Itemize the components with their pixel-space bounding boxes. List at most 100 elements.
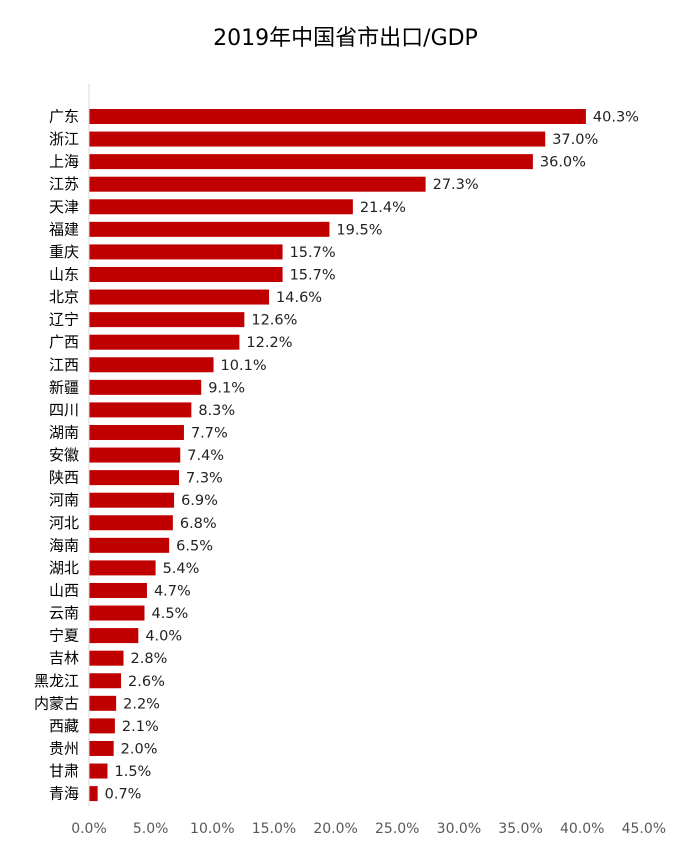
category-labels: 广东浙江上海江苏天津福建重庆山东北京辽宁广西江西新疆四川湖南安徽陕西河南河北海南… [34, 108, 79, 803]
category-label: 福建 [49, 220, 79, 238]
bar [89, 176, 426, 192]
data-label: 19.5% [336, 222, 382, 238]
data-label: 36.0% [540, 155, 586, 171]
category-label: 山西 [49, 581, 79, 599]
category-label: 浙江 [49, 130, 79, 148]
data-label: 2.0% [121, 741, 158, 757]
category-label: 北京 [49, 288, 79, 306]
bar [89, 266, 283, 282]
category-label: 海南 [49, 536, 79, 554]
value-labels: 40.3%37.0%36.0%27.3%21.4%19.5%15.7%15.7%… [105, 110, 639, 803]
data-label: 4.0% [145, 629, 182, 645]
bar [89, 312, 245, 328]
category-label: 辽宁 [49, 311, 79, 329]
category-label: 西藏 [49, 717, 79, 735]
data-label: 12.2% [246, 335, 292, 351]
data-label: 15.7% [290, 267, 336, 283]
x-tick-label: 40.0% [560, 821, 604, 837]
category-label: 山东 [49, 265, 79, 283]
bar [89, 673, 122, 689]
bar [89, 402, 192, 418]
bar [89, 650, 124, 666]
bar [89, 605, 145, 621]
x-tick-label: 10.0% [190, 821, 234, 837]
bar [89, 109, 586, 124]
bar [89, 786, 98, 802]
category-label: 湖北 [49, 559, 79, 577]
bar [89, 628, 139, 644]
x-tick-label: 30.0% [437, 821, 481, 837]
data-label: 8.3% [198, 403, 235, 419]
category-label: 宁夏 [49, 627, 79, 645]
bar [89, 447, 181, 463]
category-label: 河北 [49, 514, 79, 532]
category-label: 湖南 [49, 423, 79, 441]
data-label: 5.4% [163, 561, 200, 577]
bar [89, 379, 202, 395]
data-label: 7.4% [187, 448, 224, 464]
category-label: 重庆 [49, 243, 79, 261]
data-label: 14.6% [276, 290, 322, 306]
bar [89, 718, 115, 734]
bars-group [89, 109, 586, 802]
data-label: 27.3% [433, 177, 479, 193]
category-label: 陕西 [49, 469, 79, 487]
data-label: 2.1% [122, 719, 159, 735]
bar [89, 582, 147, 598]
category-label: 甘肃 [49, 762, 79, 780]
x-tick-label: 25.0% [375, 821, 419, 837]
data-label: 10.1% [221, 358, 267, 374]
category-label: 黑龙江 [34, 672, 79, 690]
bar [89, 424, 184, 440]
bar [89, 244, 283, 260]
data-label: 6.5% [176, 538, 213, 554]
category-label: 安徽 [49, 446, 79, 464]
category-label: 上海 [49, 153, 79, 171]
category-label: 江苏 [49, 175, 79, 193]
bar [89, 515, 173, 531]
x-tick-label: 0.0% [71, 821, 107, 837]
data-label: 15.7% [290, 245, 336, 261]
category-label: 青海 [49, 785, 79, 803]
category-label: 天津 [49, 198, 79, 216]
category-label: 四川 [49, 401, 79, 419]
x-tick-label: 35.0% [498, 821, 542, 837]
category-label: 内蒙古 [34, 694, 79, 712]
data-label: 4.7% [154, 583, 191, 599]
bar [89, 131, 546, 147]
bar [89, 492, 175, 508]
data-label: 7.7% [191, 425, 228, 441]
bar [89, 740, 114, 756]
data-label: 4.5% [151, 606, 188, 622]
category-label: 江西 [49, 356, 79, 374]
bar [89, 763, 108, 779]
bar [89, 537, 170, 553]
bar [89, 221, 330, 237]
data-label: 37.0% [552, 132, 598, 148]
data-label: 9.1% [208, 380, 245, 396]
category-label: 河南 [49, 491, 79, 509]
x-tick-label: 5.0% [133, 821, 169, 837]
data-label: 1.5% [114, 764, 151, 780]
category-label: 云南 [49, 604, 79, 622]
data-label: 21.4% [360, 200, 406, 216]
bar [89, 695, 117, 711]
x-tick-label: 15.0% [252, 821, 296, 837]
category-label: 广西 [49, 333, 79, 351]
data-label: 6.8% [180, 516, 217, 532]
data-label: 40.3% [593, 110, 639, 126]
data-label: 2.6% [128, 674, 165, 690]
x-axis-ticks: 0.0% 5.0% 10.0% 15.0% 20.0% 25.0% 30.0% 35.0% 40… [71, 821, 666, 837]
x-tick-label: 45.0% [622, 821, 666, 837]
data-label: 6.9% [181, 493, 218, 509]
category-label: 贵州 [49, 739, 79, 757]
bar [89, 357, 214, 373]
bar [89, 154, 533, 170]
bar [89, 470, 180, 486]
bar [89, 560, 156, 576]
data-label: 2.2% [123, 696, 160, 712]
bar [89, 289, 270, 305]
data-label: 0.7% [105, 787, 142, 803]
bar [89, 334, 240, 350]
